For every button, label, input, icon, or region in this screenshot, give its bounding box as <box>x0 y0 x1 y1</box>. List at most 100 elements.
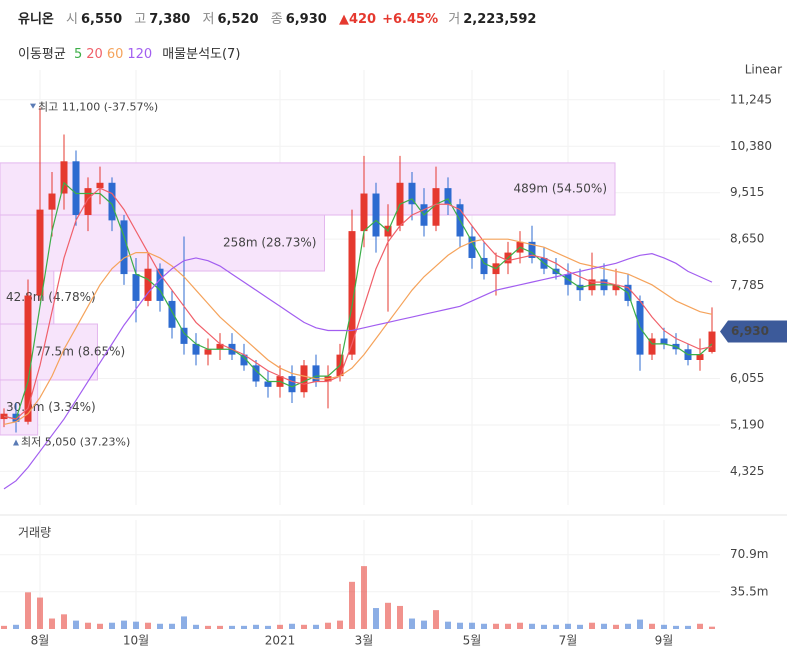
volume-bar <box>673 625 679 629</box>
volume-bar <box>493 623 499 629</box>
header: 유니온 시 6,550 고 7,380 저 6,520 종 6,930 ▲420 +6.4… <box>18 8 544 27</box>
candle-body <box>312 365 320 382</box>
volume-bar <box>349 581 355 629</box>
y-tick-label: 6,055 <box>730 371 764 385</box>
volume-bar <box>49 618 55 629</box>
volume-bar <box>133 621 139 629</box>
candle-body <box>108 182 116 221</box>
price-panel: 489m (54.50%) 258m (28.73%) 42.8m (4.78%) 7… <box>0 70 720 505</box>
volume-bar <box>505 623 511 629</box>
volume-bar <box>313 624 319 629</box>
candle-body <box>252 365 260 382</box>
value: 6,520 <box>217 12 259 27</box>
y-tick-label: 11,245 <box>730 92 772 106</box>
volume-bar <box>601 623 607 629</box>
candle-body <box>708 331 716 352</box>
value: 6,930 <box>285 12 327 27</box>
volume-bar <box>229 625 235 629</box>
volume-bar <box>373 608 379 629</box>
legend-title: 이동평균 <box>18 47 66 62</box>
volume-profile-label: 77.5m (8.65%) <box>35 344 125 358</box>
volume-bar <box>421 620 427 629</box>
volume-bar <box>565 623 571 629</box>
volume-tick-label: 70.9m <box>730 547 768 561</box>
candle-body <box>96 182 104 189</box>
candle-body <box>696 354 704 360</box>
y-tick-label: 5,190 <box>730 417 764 431</box>
volume-bar <box>709 626 715 629</box>
y-tick-label: 8,650 <box>730 232 764 246</box>
volume-bar <box>637 619 643 629</box>
legend-profile: 매물분석도(7) <box>162 47 241 62</box>
volume-bar <box>433 610 439 629</box>
volume-bar <box>661 624 667 629</box>
legend: 이동평균 5 20 60 120 매물분석도(7) <box>18 43 244 62</box>
volume-bar <box>397 605 403 629</box>
candle-body <box>444 188 452 205</box>
candle-body <box>264 381 272 387</box>
candle-body <box>612 284 620 291</box>
volume-bar <box>385 602 391 629</box>
volume-bar <box>109 622 115 629</box>
max-label: 최고 11,100 (-37.57%) <box>38 101 158 114</box>
candle-body <box>300 365 308 393</box>
last-price-tag <box>720 320 787 343</box>
volume-bar <box>685 625 691 629</box>
volume-bar <box>241 625 247 629</box>
candle-body <box>204 349 212 355</box>
candle-body <box>408 182 416 205</box>
ma-line <box>3 253 713 490</box>
volume-bar <box>253 624 259 629</box>
x-tick-label: 3월 <box>355 634 374 648</box>
volume-bar <box>121 620 127 629</box>
legend-entry: 120 <box>127 47 153 62</box>
min-marker <box>13 439 19 446</box>
volume-bar <box>409 618 415 629</box>
ma-line <box>3 238 713 426</box>
volume-bar <box>625 623 631 629</box>
candle-body <box>132 274 140 301</box>
volume-bar <box>277 624 283 629</box>
x-tick-label: 7월 <box>559 634 578 648</box>
volume-profile-label: 489m (54.50%) <box>513 181 607 195</box>
candle-body <box>372 193 380 237</box>
label: 종 <box>270 12 283 27</box>
volume-bar <box>205 625 211 629</box>
volume-bar <box>61 614 67 629</box>
legend-entry: 5 <box>73 47 83 62</box>
volume-bar <box>181 616 187 629</box>
volume-bar <box>529 623 535 629</box>
label: 저 <box>202 12 215 27</box>
min-label: 최저 5,050 (37.23%) <box>21 436 130 449</box>
volume-bar <box>289 623 295 629</box>
x-tick-label: 8월 <box>31 634 50 648</box>
candle-body <box>192 343 200 355</box>
label: 고 <box>134 12 147 27</box>
value: 6,550 <box>81 12 123 27</box>
volume-bar <box>613 624 619 629</box>
y-tick-label: 7,785 <box>730 278 764 292</box>
candle-body <box>648 338 656 355</box>
value: 7,380 <box>149 12 191 27</box>
y-tick-label: 4,325 <box>730 464 764 478</box>
ma-line <box>3 181 713 420</box>
volume-bar <box>649 623 655 629</box>
change: ▲420 <box>338 12 377 27</box>
candle-body <box>0 413 8 420</box>
volume-bar <box>577 624 583 629</box>
candle-body <box>660 338 668 344</box>
volume-bar <box>517 622 523 629</box>
volume-bar <box>85 622 91 629</box>
volume-bar <box>265 625 271 629</box>
volume-bar <box>25 592 31 629</box>
legend-entry: 60 <box>106 47 124 62</box>
ma-line <box>3 187 713 420</box>
volume-bar <box>169 623 175 629</box>
volume-bar <box>37 597 43 629</box>
label: 거 <box>448 12 461 27</box>
scale-label: Linear <box>745 63 782 77</box>
x-tick-label: 10월 <box>123 634 149 648</box>
candle-body <box>180 327 188 344</box>
candle-body <box>60 161 68 194</box>
